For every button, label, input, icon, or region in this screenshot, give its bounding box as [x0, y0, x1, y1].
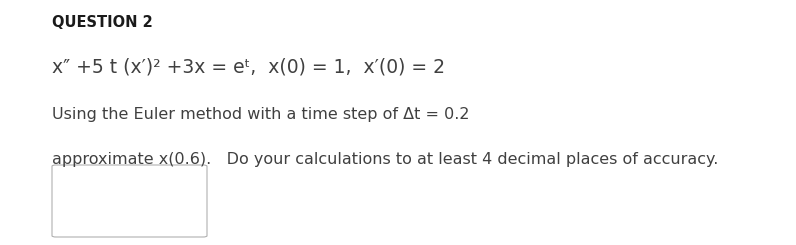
Text: x″ +5 t (x′)² +3x = eᵗ,  x(0) = 1,  x′(0) = 2: x″ +5 t (x′)² +3x = eᵗ, x(0) = 1, x′(0) …	[52, 57, 445, 76]
FancyBboxPatch shape	[52, 165, 207, 237]
Text: QUESTION 2: QUESTION 2	[52, 15, 153, 30]
Text: approximate x(0.6).   Do your calculations to at least 4 decimal places of accur: approximate x(0.6). Do your calculations…	[52, 152, 718, 167]
Text: Using the Euler method with a time step of Δt = 0.2: Using the Euler method with a time step …	[52, 107, 470, 122]
